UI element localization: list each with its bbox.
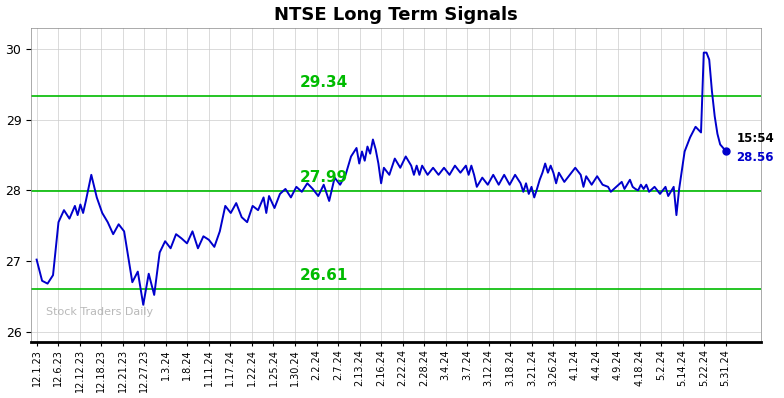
Text: Stock Traders Daily: Stock Traders Daily (45, 307, 153, 317)
Text: 15:54: 15:54 (736, 132, 775, 144)
Text: 29.34: 29.34 (299, 75, 348, 90)
Title: NTSE Long Term Signals: NTSE Long Term Signals (274, 6, 518, 23)
Text: 26.61: 26.61 (299, 268, 348, 283)
Text: 27.99: 27.99 (299, 170, 348, 185)
Text: 28.56: 28.56 (736, 151, 774, 164)
